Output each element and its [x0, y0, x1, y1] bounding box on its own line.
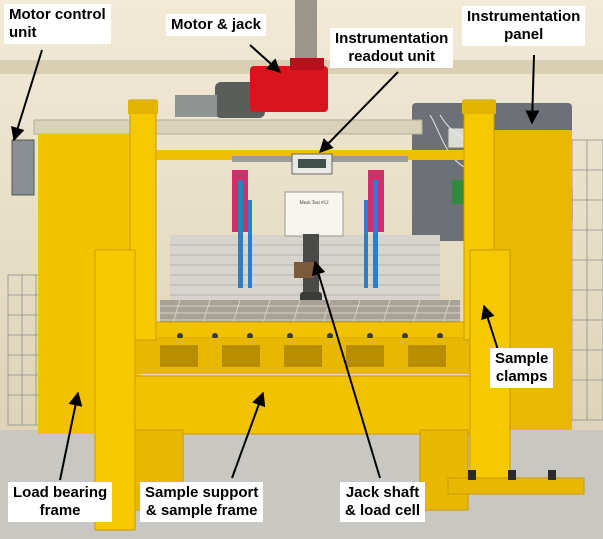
top-beam — [33, 119, 423, 135]
right-cylinder-b — [364, 200, 368, 288]
arrow-jack-shaft — [311, 260, 381, 479]
label-sample-support-frame: Sample support & sample frame — [140, 482, 264, 522]
arrow-panel — [525, 54, 540, 125]
terminal-block — [452, 180, 466, 204]
right-foot-plate — [447, 477, 585, 495]
jack-gearbox — [250, 66, 328, 112]
arrow-motor-jack — [249, 44, 282, 73]
arrow-load-frame — [59, 391, 83, 481]
test-sign-title: Mesh Test #12 — [299, 201, 329, 206]
arrow-readout — [319, 71, 399, 154]
base-beam — [94, 375, 508, 435]
duct-pipe — [295, 0, 317, 70]
label-sample-clamps: Sample clamps — [490, 348, 554, 388]
arrow-clamps — [481, 304, 499, 351]
label-jack-shaft-load-cell: Jack shaft & load cell — [340, 482, 426, 522]
label-motor-control-unit: Motor control unit — [4, 4, 111, 44]
label-motor-and-jack: Motor & jack — [166, 14, 267, 36]
motor-flange — [175, 95, 217, 117]
left-cylinder-b — [248, 200, 252, 288]
left-cylinder-a — [238, 180, 243, 288]
load-cell — [294, 262, 314, 278]
label-load-bearing-frame: Load bearing frame — [8, 482, 113, 522]
label-instrumentation-panel: Instrumentation panel — [462, 6, 586, 46]
frame-bolts — [177, 333, 443, 339]
test-sign — [284, 191, 344, 237]
annotation-arrows — [11, 44, 540, 481]
left-post-cap — [128, 100, 158, 114]
frame-slots — [160, 345, 446, 367]
base-leg-center-right — [419, 429, 469, 511]
readout-display — [298, 159, 326, 168]
arrow-motor-control — [11, 49, 43, 142]
label-instrumentation-readout-unit: Instrumentation readout unit — [330, 28, 454, 68]
right-cylinder-a — [373, 180, 378, 288]
jack-gearbox-cap — [290, 58, 324, 70]
arrow-support — [231, 391, 266, 479]
sample-frame-top — [139, 321, 481, 339]
motor-control-box — [11, 139, 35, 196]
right-post-cap — [462, 100, 496, 114]
